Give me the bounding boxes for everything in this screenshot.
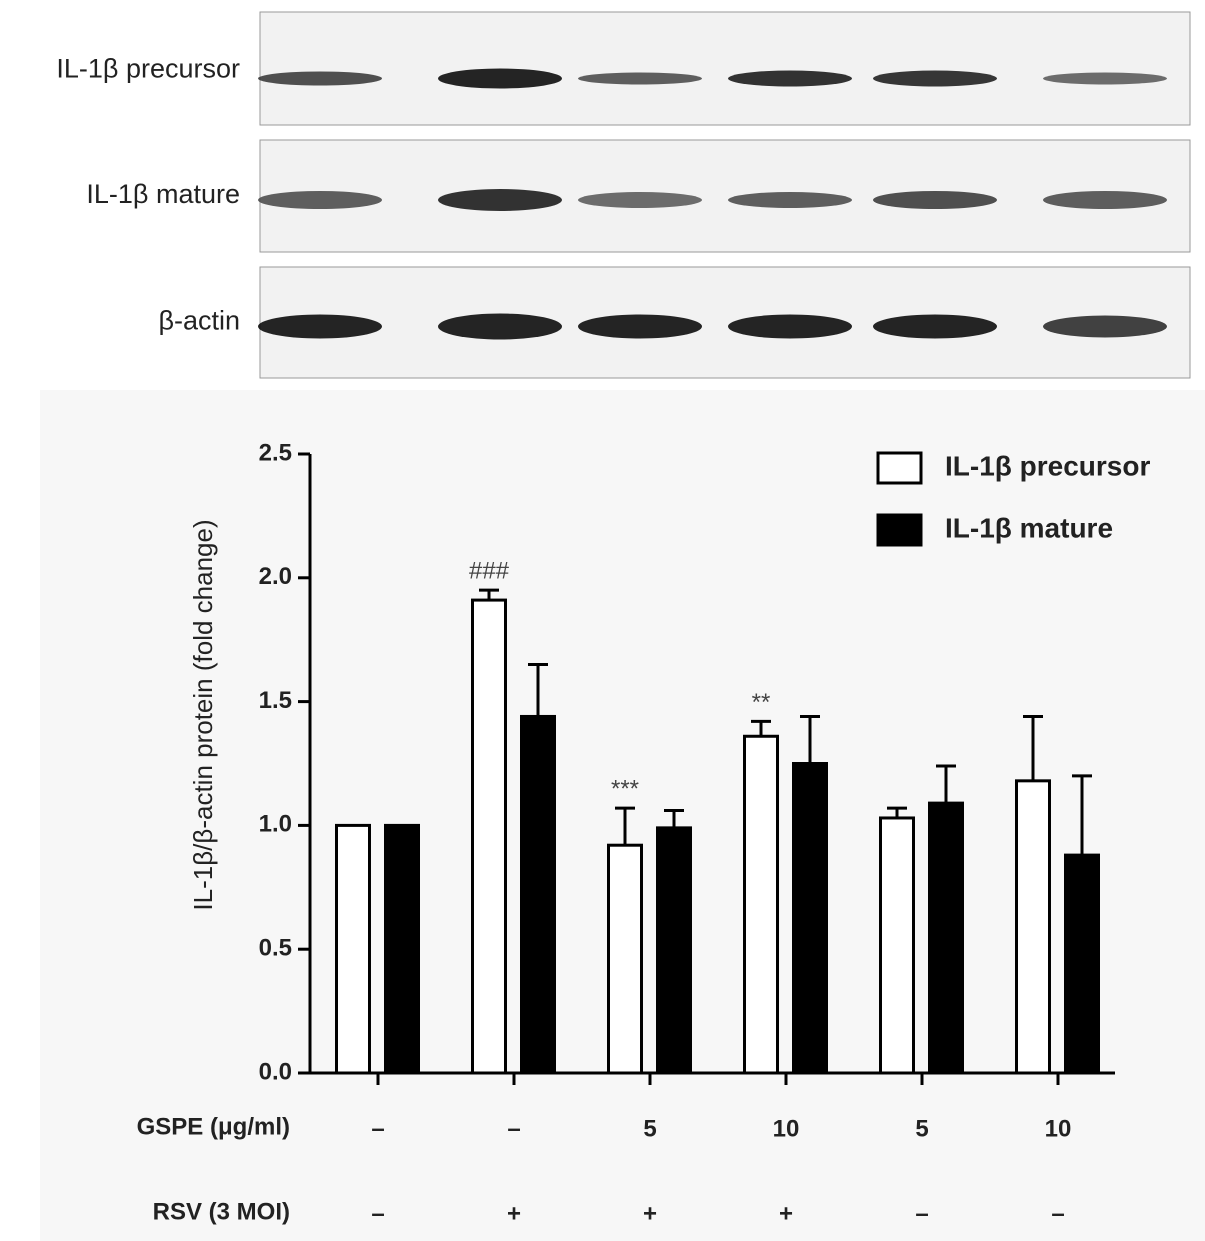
bar bbox=[1015, 779, 1051, 1075]
row-label: RSV (3 MOI) bbox=[153, 1198, 290, 1225]
blot-band bbox=[873, 191, 997, 209]
blot-label: IL-1β mature bbox=[86, 179, 240, 209]
bar bbox=[743, 734, 779, 1075]
significance-label: ### bbox=[469, 558, 510, 585]
legend-label: IL-1β precursor bbox=[945, 450, 1150, 481]
significance-label: ** bbox=[752, 689, 771, 716]
y-tick-label: 0.0 bbox=[259, 1058, 292, 1085]
blot-band bbox=[258, 314, 382, 339]
bar bbox=[471, 598, 507, 1075]
blot-band bbox=[1043, 315, 1167, 338]
x-category-label: – bbox=[371, 1115, 384, 1142]
y-tick-label: 2.5 bbox=[259, 439, 292, 466]
x-category-label: 5 bbox=[915, 1115, 928, 1142]
blot-panel bbox=[259, 11, 1191, 126]
bar bbox=[520, 714, 556, 1075]
bar bbox=[335, 823, 371, 1075]
x-category-label: – bbox=[507, 1115, 520, 1142]
legend-swatch bbox=[876, 513, 923, 547]
blot-band bbox=[873, 70, 997, 87]
x-category-label: + bbox=[779, 1200, 793, 1227]
blot-band bbox=[728, 314, 852, 339]
x-category-label: – bbox=[915, 1200, 928, 1227]
y-tick-label: 1.0 bbox=[259, 811, 292, 838]
blot-band bbox=[578, 72, 702, 85]
blot-band bbox=[578, 314, 702, 339]
blot-label: β-actin bbox=[158, 306, 240, 336]
chart-background bbox=[40, 390, 1205, 1241]
blot-label: IL-1β precursor bbox=[56, 54, 240, 84]
blot-band bbox=[728, 192, 852, 208]
bar bbox=[656, 826, 692, 1075]
y-tick-label: 1.5 bbox=[259, 687, 292, 714]
legend-swatch bbox=[876, 451, 923, 485]
blot-band bbox=[578, 192, 702, 208]
y-tick-label: 0.5 bbox=[259, 935, 292, 962]
legend-label: IL-1β mature bbox=[945, 512, 1113, 543]
bar bbox=[792, 762, 828, 1075]
blot-panel bbox=[259, 139, 1191, 253]
blot-band bbox=[258, 71, 382, 86]
significance-label: *** bbox=[611, 775, 639, 802]
x-category-label: + bbox=[643, 1200, 657, 1227]
blot-band bbox=[1043, 72, 1167, 85]
bar bbox=[879, 816, 915, 1075]
bar bbox=[1064, 853, 1100, 1075]
y-tick-label: 2.0 bbox=[259, 563, 292, 590]
row-label: GSPE (μg/ml) bbox=[137, 1113, 290, 1140]
blot-band bbox=[873, 314, 997, 339]
blot-band bbox=[728, 70, 852, 87]
x-category-label: 10 bbox=[773, 1115, 800, 1142]
western-blot: IL-1β precursor IL-1β mature β-actin bbox=[56, 11, 1191, 379]
blot-band bbox=[258, 191, 382, 209]
blot-band bbox=[1043, 191, 1167, 209]
bar bbox=[384, 823, 420, 1075]
blot-band bbox=[438, 68, 562, 89]
bar bbox=[928, 801, 964, 1075]
blot-band bbox=[438, 189, 562, 211]
bar bbox=[607, 843, 643, 1075]
x-category-label: 5 bbox=[643, 1115, 656, 1142]
blot-band bbox=[438, 313, 562, 340]
blot-panel bbox=[259, 266, 1191, 379]
x-category-label: – bbox=[1051, 1200, 1064, 1227]
y-axis-label: IL-1β/β-actin protein (fold change) bbox=[188, 519, 218, 910]
x-category-label: + bbox=[507, 1200, 521, 1227]
x-category-label: 10 bbox=[1045, 1115, 1072, 1142]
x-category-label: – bbox=[371, 1200, 384, 1227]
